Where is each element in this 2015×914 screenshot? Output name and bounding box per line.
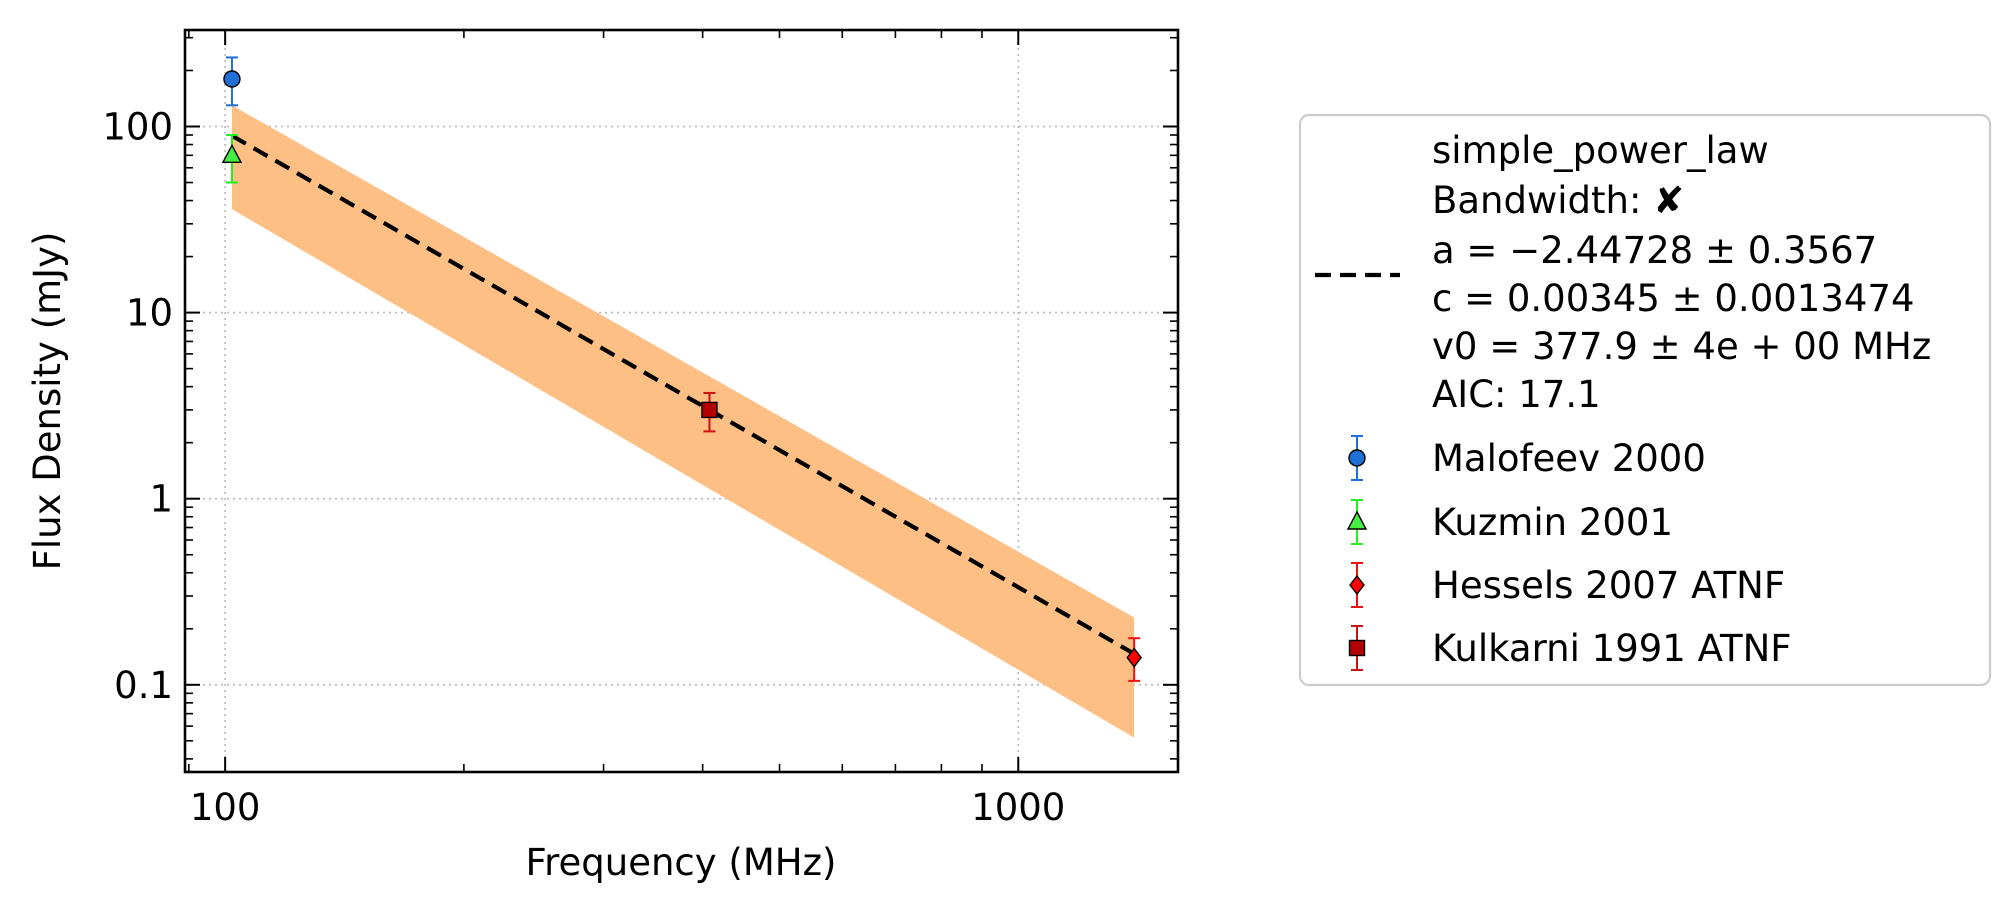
data-point-kuzmin-2001 [221,143,243,164]
legend-label-malofeev-2000: Malofeev 2000 [1432,437,1706,480]
y-tick-label: 10 [126,292,173,335]
legend-fit-c: c = 0.00345 ± 0.0013474 [1432,277,1914,320]
y-tick-label: 100 [102,105,173,148]
legend: simple_power_law Bandwidth: ✘ a = −2.447… [1298,113,1992,687]
data-point-malofeev-2000 [223,70,241,88]
x-tick-label: 100 [190,786,261,829]
y-tick-label: 1 [149,478,173,521]
legend-marker-malofeev-2000 [1348,449,1366,467]
legend-label-kuzmin-2001: Kuzmin 2001 [1432,501,1673,544]
legend-fit-model: simple_power_law [1432,129,1769,172]
data-point-hessels-2007-atnf [1126,647,1143,668]
x-tick-label: 1000 [971,786,1065,829]
legend-marker-kulkarni-1991-atnf [1348,639,1366,657]
legend-marker-hessels-2007-atnf [1349,574,1365,596]
legend-frame [1298,113,1992,687]
data-point-kulkarni-1991-atnf [701,401,718,419]
legend-fit-aic: AIC: 17.1 [1432,373,1601,416]
x-axis-title: Frequency (MHz) [526,841,837,884]
fit-uncertainty-band [231,105,1135,738]
legend-label-hessels-2007-atnf: Hessels 2007 ATNF [1432,564,1785,607]
legend-fit-v0: v0 = 377.9 ± 4e + 00 MHz [1432,325,1931,368]
legend-fit-bandwidth: Bandwidth: ✘ [1432,179,1684,222]
y-axis-title: Flux Density (mJy) [26,232,69,571]
legend-fit-a: a = −2.44728 ± 0.3567 [1432,229,1877,272]
y-tick-label: 0.1 [114,664,173,707]
legend-marker-kuzmin-2001 [1346,510,1368,530]
legend-label-kulkarni-1991-atnf: Kulkarni 1991 ATNF [1432,627,1792,670]
plot-frame [183,28,1180,774]
